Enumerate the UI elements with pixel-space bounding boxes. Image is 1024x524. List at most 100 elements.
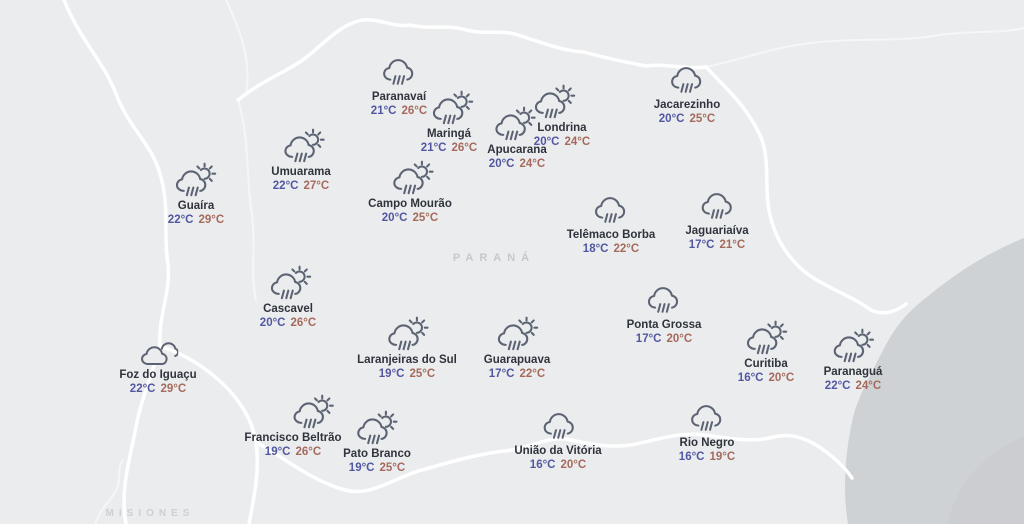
temp-high: 24°C (564, 136, 591, 149)
temp-low: 17°C (488, 368, 515, 381)
temp-low: 19°C (264, 446, 291, 459)
temp-low: 16°C (529, 459, 556, 472)
rain-icon (669, 64, 705, 98)
temp-high: 20°C (666, 333, 693, 346)
city-name: Maringá (426, 128, 472, 140)
city-marker-guarapuava: Guarapuava 17°C 22°C (484, 316, 550, 380)
temp-low: 20°C (488, 158, 515, 171)
temp-low: 17°C (688, 239, 715, 252)
city-name: Londrina (537, 122, 587, 134)
cloudy-icon (138, 340, 178, 368)
temp-low: 20°C (259, 317, 286, 330)
temp-low: 16°C (737, 372, 764, 385)
city-temperatures: 20°C 24°C (534, 136, 590, 148)
city-temperatures: 20°C 25°C (659, 113, 715, 125)
state-border-northeast (704, 65, 908, 315)
city-temperatures: 17°C 22°C (489, 368, 545, 380)
city-marker-londrina: Londrina 20°C 24°C (534, 84, 590, 148)
sun-rain-icon (354, 410, 398, 447)
state-border-north (236, 18, 708, 102)
city-temperatures: 16°C 19°C (679, 451, 735, 463)
city-name: Rio Negro (679, 437, 735, 449)
city-temperatures: 19°C 26°C (265, 446, 321, 458)
city-name: Telêmaco Borba (566, 229, 656, 241)
city-name: Paranavaí (371, 91, 427, 103)
temp-high: 26°C (401, 105, 428, 118)
temp-high: 26°C (451, 142, 478, 155)
argentina-border-river (122, 344, 162, 524)
sun-rain-icon (281, 128, 325, 165)
city-name: Apucarana (487, 144, 547, 156)
city-marker-cascavel: Cascavel 20°C 26°C (260, 265, 316, 329)
city-temperatures: 17°C 20°C (636, 333, 692, 345)
city-marker-guaira: Guaíra 22°C 29°C (168, 162, 224, 226)
temp-low: 20°C (658, 113, 685, 126)
rain-icon (646, 284, 682, 318)
rain-icon (689, 402, 725, 436)
city-name: Laranjeiras do Sul (357, 354, 457, 366)
ocean-deep-shade (948, 436, 1024, 524)
rain-icon (593, 194, 629, 228)
city-temperatures: 16°C 20°C (738, 372, 794, 384)
temp-low: 22°C (129, 383, 156, 396)
city-temperatures: 19°C 25°C (379, 368, 435, 380)
misiones-river (94, 459, 124, 524)
sun-rain-icon (268, 265, 312, 302)
temp-low: 21°C (370, 105, 397, 118)
city-marker-pato-branco: Pato Branco 19°C 25°C (343, 410, 411, 474)
sun-rain-icon (173, 162, 217, 199)
temp-high: 25°C (379, 462, 406, 475)
city-name: Cascavel (263, 303, 313, 315)
city-marker-uniao-da-vitoria: União da Vitória 16°C 20°C (514, 410, 602, 471)
temp-high: 24°C (519, 158, 546, 171)
city-marker-paranagua: Paranaguá 22°C 24°C (824, 328, 882, 393)
sao-paulo-faint-line (705, 27, 1024, 68)
temp-low: 16°C (678, 451, 705, 464)
temp-high: 20°C (560, 459, 587, 472)
city-marker-umuarama: Umuarama 22°C 27°C (271, 128, 331, 192)
city-name: Francisco Beltrão (244, 432, 342, 444)
temp-high: 25°C (412, 212, 439, 225)
city-name: Jacarezinho (653, 99, 721, 111)
temp-high: 22°C (519, 368, 546, 381)
city-marker-jaguariaiva: Jaguariaíva 17°C 21°C (685, 190, 749, 252)
city-marker-francisco-beltrao: Francisco Beltrão 19°C 26°C (244, 394, 342, 458)
temp-high: 25°C (409, 368, 436, 381)
temp-low: 21°C (420, 142, 447, 155)
temp-high: 29°C (198, 214, 225, 227)
temp-low: 20°C (381, 212, 408, 225)
rain-icon (541, 410, 577, 444)
iguacu-river-southeast (158, 344, 260, 524)
rain-icon (381, 56, 417, 90)
sun-rain-icon (492, 106, 536, 143)
city-marker-ponta-grossa: Ponta Grossa 17°C 20°C (627, 284, 701, 345)
city-marker-laranjeiras-do-sul: Laranjeiras do Sul 19°C 25°C (357, 316, 457, 380)
city-marker-apucarana: Apucarana 20°C 24°C (487, 106, 547, 171)
city-temperatures: 16°C 20°C (530, 459, 586, 471)
city-marker-foz-do-iguacu: Foz do Iguaçu 22°C 29°C (119, 340, 197, 396)
temp-low: 17°C (635, 333, 662, 346)
city-temperatures: 21°C 26°C (371, 105, 427, 117)
sun-rain-icon (430, 90, 474, 127)
ocean-shape (845, 238, 1024, 524)
temp-low: 19°C (348, 462, 375, 475)
temp-high: 19°C (709, 451, 736, 464)
city-name: Foz do Iguaçu (119, 369, 197, 381)
sun-rain-icon (831, 328, 875, 365)
temp-low: 22°C (824, 380, 851, 393)
city-temperatures: 19°C 25°C (349, 462, 405, 474)
city-marker-campo-mourao: Campo Mourão 20°C 25°C (368, 160, 452, 224)
city-temperatures: 20°C 26°C (260, 317, 316, 329)
temp-low: 19°C (378, 368, 405, 381)
city-marker-curitiba: Curitiba 16°C 20°C (738, 320, 794, 384)
temp-low: 20°C (533, 136, 560, 149)
temp-high: 22°C (613, 243, 640, 256)
rain-icon (699, 190, 735, 224)
city-name: União da Vitória (514, 445, 602, 457)
city-name: Guaíra (177, 200, 215, 212)
temp-high: 29°C (160, 383, 187, 396)
city-marker-rio-negro: Rio Negro 16°C 19°C (679, 402, 735, 463)
city-temperatures: 22°C 29°C (168, 214, 224, 226)
